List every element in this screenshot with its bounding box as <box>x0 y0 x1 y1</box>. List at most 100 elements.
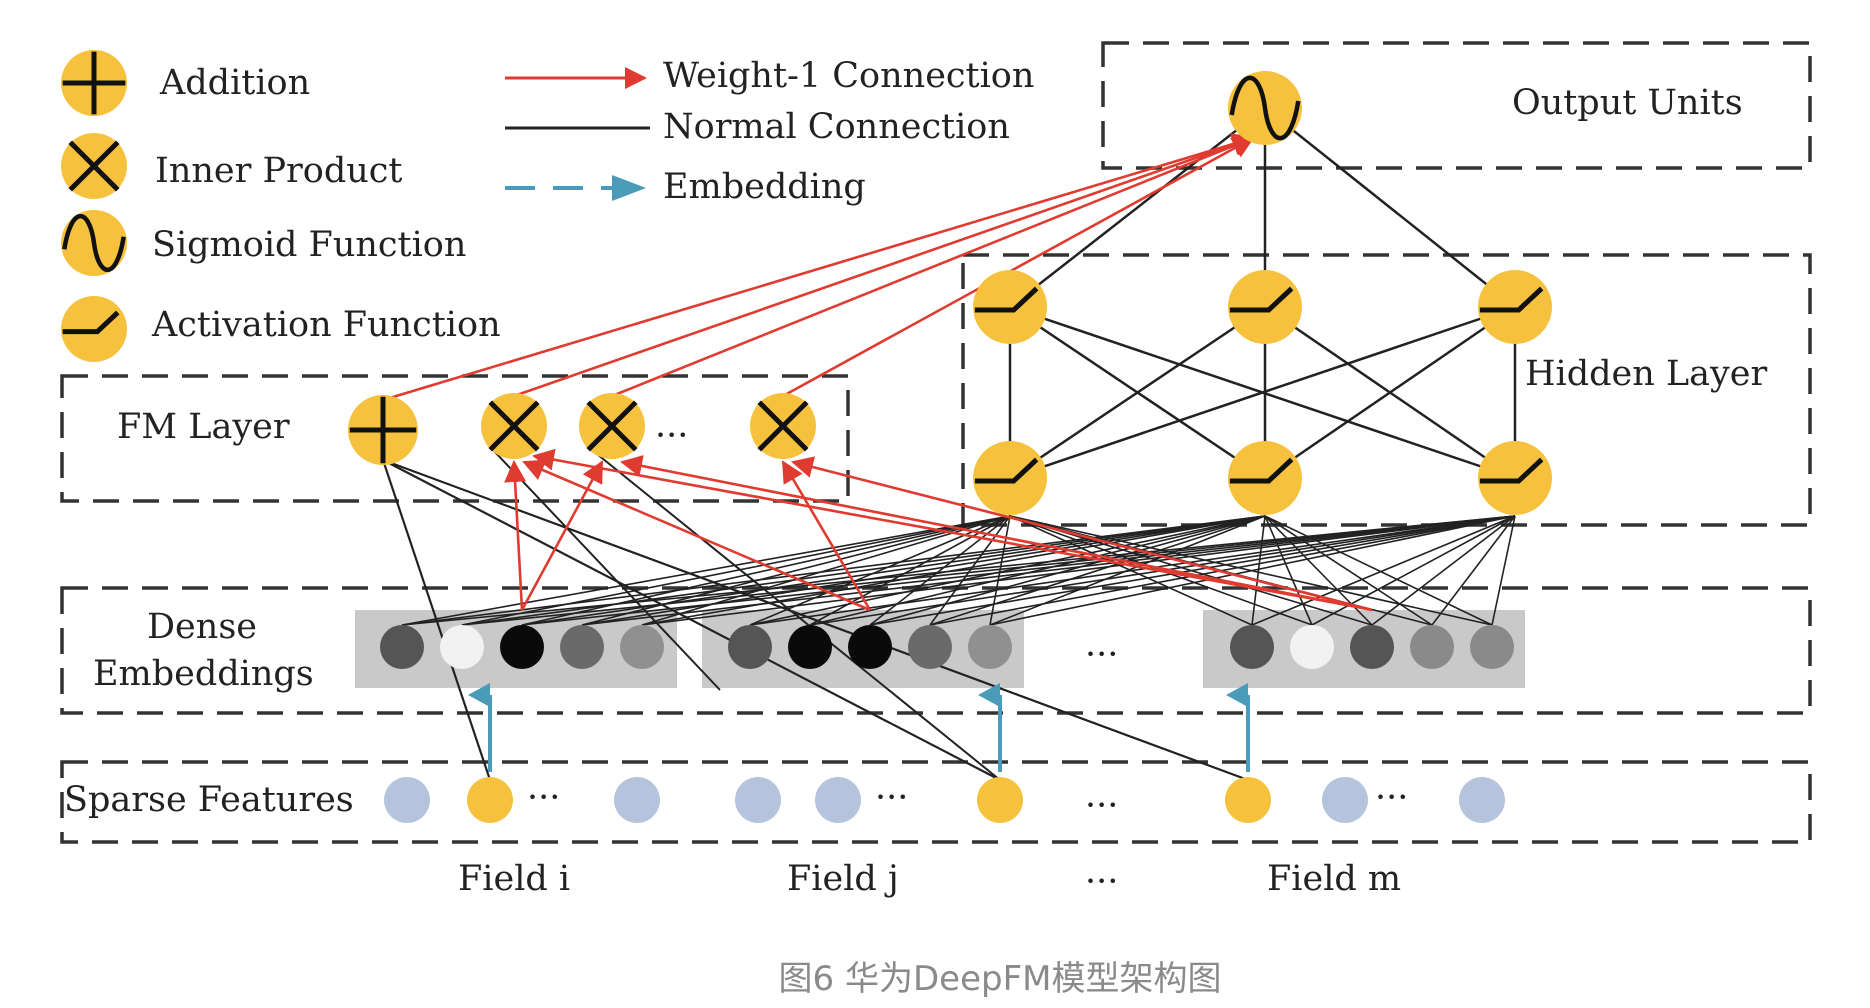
hidden-bottom-node-0 <box>973 441 1047 515</box>
conn-hidden-2-0 <box>1009 305 1516 480</box>
red-add-output <box>382 133 1255 402</box>
conn-dense-14-hidden-2 <box>1491 515 1516 626</box>
conn-dense-8-hidden-0 <box>929 515 1011 626</box>
conn-dense-6-hidden-1 <box>809 515 1266 626</box>
red-densem-inner1 <box>620 455 1373 612</box>
hidden-layer-box <box>961 253 1812 527</box>
conn-inner1-sparse <box>596 453 1001 781</box>
sparse-feature-1 <box>467 777 513 823</box>
dense-j-unit-2 <box>848 625 892 669</box>
sparse-feature-8 <box>1459 777 1505 823</box>
hidden-top-node-0-circle <box>973 270 1047 344</box>
conn-dense-11-hidden-2 <box>1311 515 1516 626</box>
output-units-label: Output Units <box>1512 83 1743 123</box>
ellipsis-fm: ··· <box>655 416 688 456</box>
red-densem-inner2 <box>791 456 1373 612</box>
dense-m-unit-0 <box>1230 625 1274 669</box>
normal-connections <box>381 107 1517 782</box>
hidden-bottom-node-0-ramp <box>974 457 1039 484</box>
dense-i-unit-2 <box>500 625 544 669</box>
legend-sigmoid-icon <box>61 210 127 276</box>
legend-activation-icon <box>61 296 127 362</box>
conn-dense-1-hidden-0 <box>461 515 1011 626</box>
sparse-feature-5 <box>977 777 1023 823</box>
legend-addition-label: Addition <box>159 63 310 103</box>
hidden-top-node-2 <box>1478 270 1552 344</box>
fm-inner-product-node-1 <box>579 393 645 459</box>
ellipsis-dense: ··· <box>1085 635 1118 675</box>
conn-dense-9-hidden-0 <box>989 515 1011 626</box>
hidden-top-node-2-circle <box>1478 270 1552 344</box>
legend-sigmoid-label: Sigmoid Function <box>152 225 466 265</box>
dense-label-line2: Embeddings <box>93 654 314 694</box>
fm-inner-product-node-2-stroke-b <box>757 400 809 452</box>
conn-dense-10-hidden-0 <box>1009 515 1253 626</box>
conn-dense-3-hidden-0 <box>581 515 1011 626</box>
legend-activation-label: Activation Function <box>151 305 501 345</box>
sparse-feature-4 <box>815 777 861 823</box>
figure-caption: 图6 华为DeepFM模型架构图 <box>779 959 1222 999</box>
conn-dense-8-hidden-1 <box>929 515 1266 626</box>
conn-dense-7-hidden-1 <box>869 515 1266 626</box>
sparse-feature-3 <box>735 777 781 823</box>
dense-m-unit-1 <box>1290 625 1334 669</box>
legend-inner-product-label: Inner Product <box>155 151 402 191</box>
hidden-bottom-node-2-circle <box>1478 441 1552 515</box>
red-densem-inner0 <box>532 448 1353 608</box>
hidden-top-node-0-ramp <box>974 286 1039 313</box>
legend-inner-product-icon-stroke-b <box>68 140 120 192</box>
fm-inner-product-node-2 <box>750 393 816 459</box>
conn-dense-3-hidden-1 <box>581 515 1266 626</box>
dense-i-unit-0 <box>380 625 424 669</box>
fm-inner-product-node-0-stroke-b <box>488 400 540 452</box>
conn-dense-1-hidden-2 <box>461 515 1516 626</box>
dense-embeddings-box <box>60 586 1812 715</box>
dense-j-unit-4 <box>968 625 1012 669</box>
conn-dense-0-hidden-1 <box>401 515 1266 626</box>
conn-dense-10-hidden-2 <box>1251 515 1516 626</box>
conn-dense-4-hidden-1 <box>641 515 1266 626</box>
conn-dense-2-hidden-1 <box>521 515 1266 626</box>
ellipsis-sparse-j: ··· <box>875 778 908 818</box>
dense-i-unit-1 <box>440 625 484 669</box>
red-densei-inner1 <box>520 460 604 611</box>
sparse-feature-0 <box>384 777 430 823</box>
dense-label-line1: Dense <box>147 607 257 647</box>
conn-dense-6-hidden-0 <box>809 515 1011 626</box>
conn-dense-2-hidden-0 <box>521 515 1011 626</box>
legend-weight1-label: Weight-1 Connection <box>663 56 1034 96</box>
hidden-layer-label: Hidden Layer <box>1525 354 1768 394</box>
ellipsis-sparse-i: ··· <box>527 778 560 818</box>
hidden-bottom-node-1-ramp <box>1229 457 1294 484</box>
hidden-bottom-node-2-ramp <box>1479 457 1544 484</box>
sparse-features-box <box>60 760 1812 844</box>
dense-j-unit-0 <box>728 625 772 669</box>
hidden-top-node-1-ramp <box>1229 286 1294 313</box>
red-densei-inner0 <box>504 460 527 611</box>
conn-add-sparse-j <box>382 459 1001 781</box>
hidden-bottom-node-1 <box>1228 441 1302 515</box>
conn-hidden-2-1 <box>1264 305 1516 480</box>
output-units-box <box>1101 41 1812 170</box>
conn-dense-9-hidden-1 <box>989 515 1266 626</box>
dense-i-unit-3 <box>560 625 604 669</box>
dense-m-unit-2 <box>1350 625 1394 669</box>
fm-inner-product-node-0 <box>481 393 547 459</box>
legend-embedding-label: Embedding <box>663 167 866 207</box>
field-i-label: Field i <box>458 859 570 899</box>
red-densej-inner2 <box>781 460 872 611</box>
conn-inner0-dense <box>493 450 721 691</box>
fm-layer-box <box>60 374 850 503</box>
embedding-arrows <box>468 683 1250 772</box>
conn-dense-0-hidden-0 <box>401 515 1011 626</box>
ellipsis-fields: ··· <box>1085 862 1118 902</box>
conn-hidden-1-0 <box>1009 305 1266 480</box>
conn-out-hidden-0 <box>1009 107 1266 308</box>
conn-dense-0-hidden-2 <box>401 515 1516 626</box>
sparse-features-label: Sparse Features <box>64 780 354 820</box>
legend: Addition Inner Product Sigmoid Function … <box>151 56 1034 345</box>
fm-inner-product-node-1-stroke-b <box>586 400 638 452</box>
legend-addition-icon <box>61 50 127 116</box>
dense-m-unit-3 <box>1410 625 1454 669</box>
conn-dense-14-hidden-1 <box>1264 515 1493 626</box>
